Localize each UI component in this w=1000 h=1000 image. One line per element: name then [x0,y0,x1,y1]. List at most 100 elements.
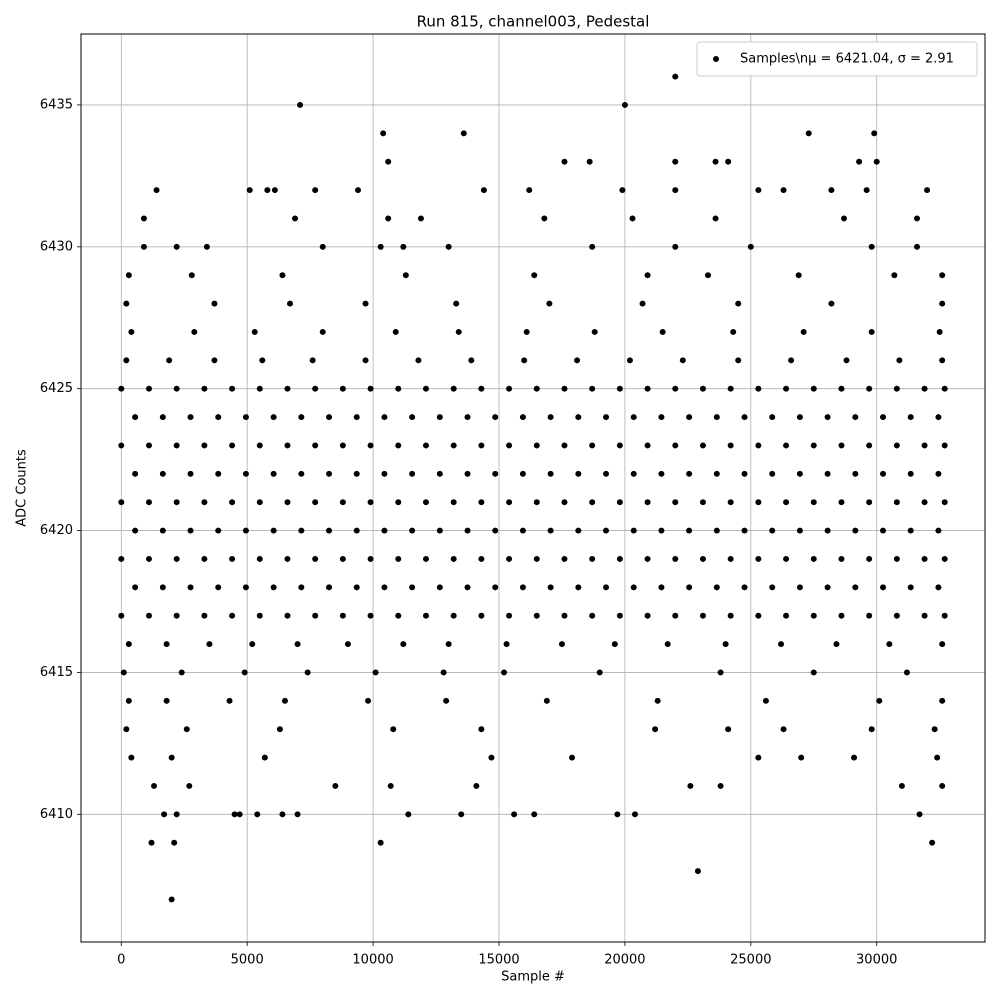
point [229,442,236,449]
point [309,357,316,364]
point [381,527,388,534]
point [511,811,518,818]
point [229,499,236,506]
point [561,158,568,165]
point [531,272,538,279]
y-tick-label: 6410 [40,807,73,822]
point [270,470,277,477]
point [561,612,568,619]
point [276,726,283,733]
point [460,130,467,137]
point [478,555,485,562]
point [264,187,271,194]
point [762,697,769,704]
point [712,158,719,165]
point [880,470,887,477]
point [211,357,218,364]
point [810,499,817,506]
point [450,442,457,449]
point [591,328,598,335]
point [541,215,548,222]
point [852,470,859,477]
point [123,726,130,733]
point [367,612,374,619]
point [132,584,139,591]
point [256,442,263,449]
point [294,811,301,818]
point [575,527,582,534]
point [616,555,623,562]
point [533,555,540,562]
point [339,612,346,619]
point [166,357,173,364]
point [332,782,339,789]
point [533,385,540,392]
point [699,555,706,562]
point [575,470,582,477]
point [161,811,168,818]
point [395,555,402,562]
point [686,584,693,591]
point [672,243,679,250]
point [866,555,873,562]
point [810,442,817,449]
point [727,612,734,619]
y-tick-label: 6435 [40,97,73,112]
point [339,385,346,392]
point [561,499,568,506]
point [506,612,513,619]
x-tick-label: 30000 [856,953,897,968]
y-tick-label: 6430 [40,239,73,254]
point [725,726,732,733]
point [281,697,288,704]
point [173,385,180,392]
point [891,272,898,279]
point [916,811,923,818]
point [118,612,125,619]
point [392,328,399,335]
point [614,811,621,818]
point [941,499,948,506]
point [409,470,416,477]
point [886,641,893,648]
point [128,754,135,761]
point [533,442,540,449]
point [145,385,152,392]
legend-label: Samples\nμ = 6421.04, σ = 2.91 [740,52,954,67]
point [843,357,850,364]
point [312,555,319,562]
point [586,158,593,165]
point [873,158,880,165]
point [866,442,873,449]
point [409,584,416,591]
point [422,555,429,562]
point [385,158,392,165]
point [735,357,742,364]
point [687,782,694,789]
point [186,782,193,789]
point [478,499,485,506]
point [856,158,863,165]
point [596,669,603,676]
point [326,527,333,534]
point [395,612,402,619]
point [921,499,928,506]
point [173,612,180,619]
point [796,470,803,477]
point [630,470,637,477]
point [523,328,530,335]
point [939,272,946,279]
point [436,470,443,477]
point [519,527,526,534]
point [619,187,626,194]
point [297,101,304,108]
point [893,612,900,619]
point [616,442,623,449]
point [455,328,462,335]
x-tick-label: 20000 [604,953,645,968]
point [526,187,533,194]
point [362,357,369,364]
point [259,357,266,364]
point [362,300,369,307]
